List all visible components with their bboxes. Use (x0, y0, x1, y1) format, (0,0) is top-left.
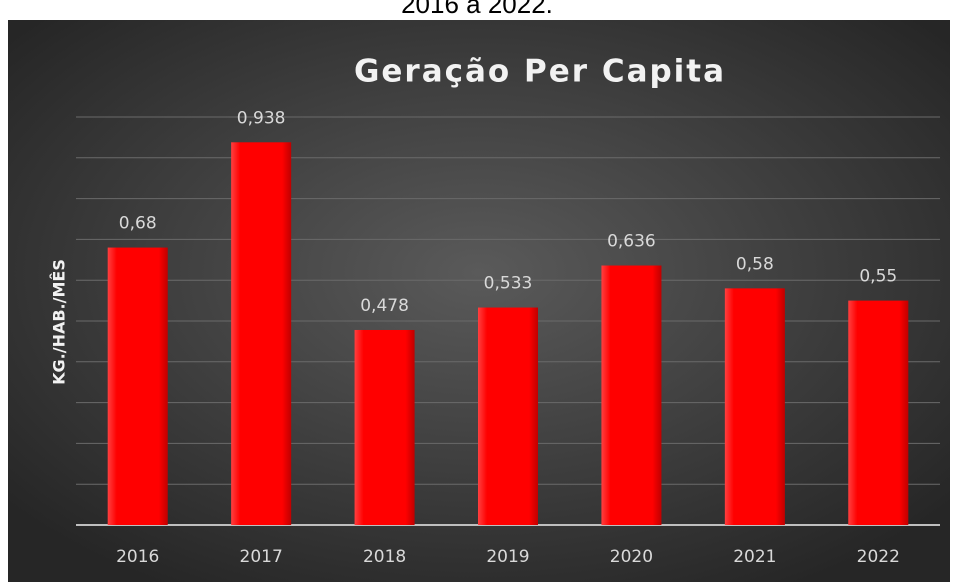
bar-shine (231, 142, 292, 525)
chart-title: Geração Per Capita (354, 54, 726, 90)
bar-shine (107, 247, 168, 525)
x-tick-label: 2018 (363, 547, 406, 567)
x-tick-label: 2020 (610, 547, 653, 567)
data-label: 0,68 (119, 214, 157, 234)
data-label: 0,55 (859, 267, 897, 287)
bar-shine (601, 265, 662, 525)
data-label: 0,478 (360, 296, 409, 316)
data-label: 0,636 (607, 232, 656, 252)
x-tick-label: 2017 (240, 547, 283, 567)
x-tick-label: 2022 (857, 547, 900, 567)
bar-shine (848, 300, 909, 525)
data-label: 0,533 (484, 274, 533, 294)
caption: 2016 a 2022. (401, 0, 553, 19)
x-tick-label: 2019 (486, 547, 529, 567)
y-axis-label: KG./HAB./MÊS (50, 259, 69, 385)
bar-shine (478, 307, 538, 525)
x-tick-label: 2021 (733, 547, 776, 567)
data-label: 0,938 (237, 108, 286, 128)
data-label: 0,58 (736, 254, 774, 274)
bar-shine (724, 288, 785, 525)
bar-shine (354, 329, 415, 525)
x-tick-label: 2016 (116, 547, 159, 567)
